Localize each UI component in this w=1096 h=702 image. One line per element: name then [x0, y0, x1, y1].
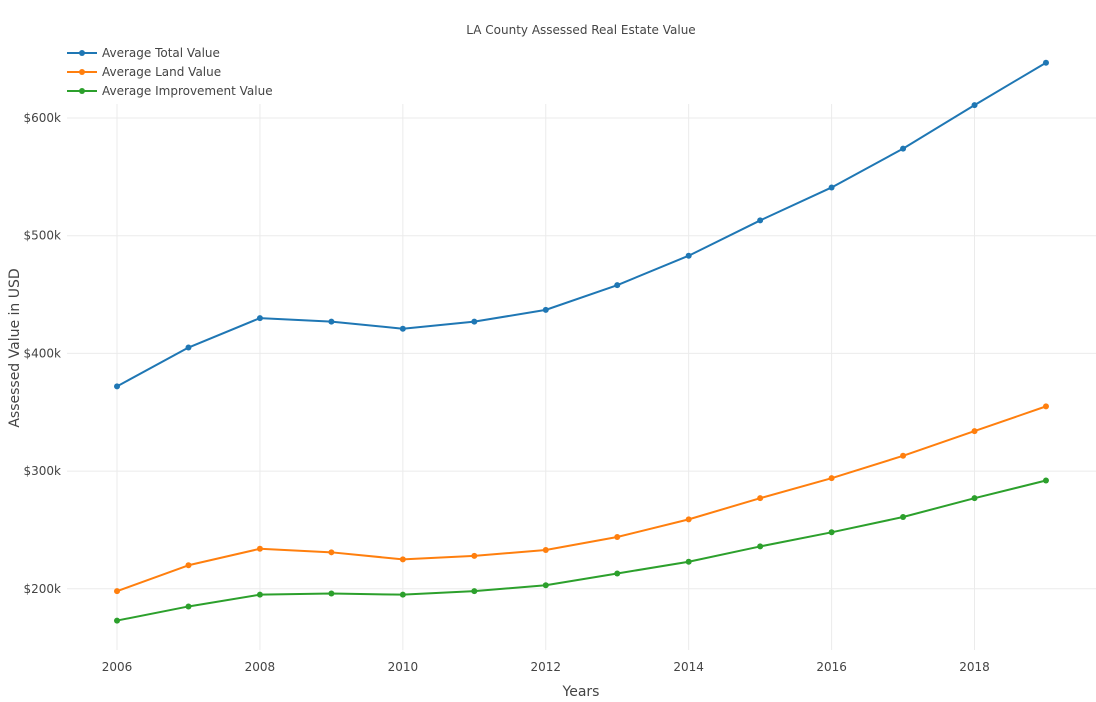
data-point — [114, 588, 121, 595]
data-point — [542, 582, 549, 589]
data-point — [757, 543, 764, 550]
data-point — [399, 325, 406, 332]
data-point — [1042, 403, 1049, 410]
legend-label: Average Improvement Value — [102, 84, 273, 98]
data-point — [185, 344, 192, 351]
x-tick-label: 2012 — [530, 660, 561, 674]
data-point — [328, 590, 335, 597]
y-tick-label: $400k — [24, 346, 62, 360]
data-point — [900, 452, 907, 459]
legend-item: Average Improvement Value — [67, 84, 273, 98]
data-point — [256, 591, 263, 598]
y-tick-label: $600k — [24, 111, 62, 125]
data-point — [685, 516, 692, 523]
data-point — [828, 475, 835, 482]
data-point — [900, 145, 907, 152]
data-point — [256, 545, 263, 552]
x-tick-label: 2010 — [388, 660, 419, 674]
data-point — [542, 306, 549, 313]
data-point — [1042, 477, 1049, 484]
series-2 — [114, 477, 1049, 624]
data-point — [471, 318, 478, 325]
data-point — [614, 570, 621, 577]
data-point — [256, 315, 263, 322]
legend-item: Average Land Value — [67, 65, 221, 79]
x-tick-label: 2014 — [673, 660, 704, 674]
data-point — [900, 514, 907, 521]
legend-label: Average Land Value — [102, 65, 221, 79]
legend-marker-icon — [79, 50, 85, 56]
data-point — [399, 591, 406, 598]
series-line — [116, 61, 1047, 388]
series-line — [116, 405, 1047, 593]
series-1 — [114, 403, 1049, 595]
data-point — [471, 552, 478, 559]
legend-label: Average Total Value — [102, 46, 220, 60]
data-point — [685, 558, 692, 565]
legend-item: Average Total Value — [67, 46, 220, 60]
legend-marker-icon — [79, 69, 85, 75]
data-point — [828, 529, 835, 536]
data-point — [542, 546, 549, 553]
data-point — [757, 495, 764, 502]
data-point — [685, 252, 692, 259]
data-point — [971, 495, 978, 502]
data-point — [471, 588, 478, 595]
y-tick-label: $200k — [24, 582, 62, 596]
x-tick-label: 2018 — [959, 660, 990, 674]
data-point — [614, 534, 621, 541]
grid-layer — [67, 104, 1096, 650]
data-point — [328, 549, 335, 556]
data-point — [185, 603, 192, 610]
x-axis-title: Years — [562, 684, 600, 700]
data-point — [828, 184, 835, 191]
y-axis-title: Assessed Value in USD — [7, 268, 23, 427]
y-tick-label: $300k — [24, 464, 62, 478]
data-point — [757, 217, 764, 224]
chart-title: LA County Assessed Real Estate Value — [466, 23, 695, 37]
y-tick-label: $500k — [24, 229, 62, 243]
legend-marker-icon — [79, 88, 85, 94]
data-point — [971, 428, 978, 435]
legend: Average Total Value Average Land Value Ave… — [67, 46, 273, 98]
data-point — [971, 102, 978, 109]
data-point — [114, 383, 121, 390]
x-tick-label: 2008 — [245, 660, 276, 674]
series-layer — [114, 59, 1049, 624]
data-point — [399, 556, 406, 563]
series-line — [116, 479, 1047, 622]
tick-layer: 2006 2008 2010 2012 2014 2016 2018 $200k $300k $4… — [24, 111, 990, 674]
x-tick-label: 2006 — [102, 660, 133, 674]
data-point — [185, 562, 192, 569]
series-0 — [114, 59, 1049, 390]
data-point — [328, 318, 335, 325]
data-point — [1042, 59, 1049, 66]
data-point — [614, 282, 621, 289]
x-tick-label: 2016 — [816, 660, 847, 674]
data-point — [114, 617, 121, 624]
